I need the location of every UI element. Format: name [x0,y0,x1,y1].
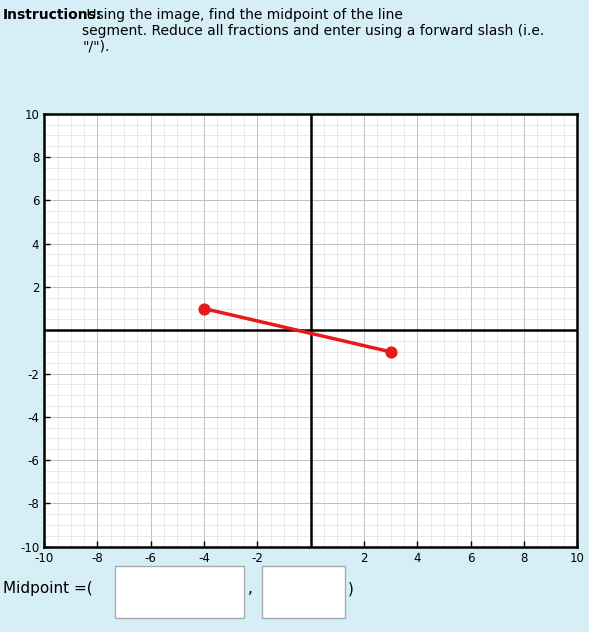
Text: ,: , [247,581,252,596]
FancyBboxPatch shape [115,566,244,618]
Text: Using the image, find the midpoint of the line
segment. Reduce all fractions and: Using the image, find the midpoint of th… [82,8,545,54]
Text: Instructions:: Instructions: [3,8,102,21]
Text: Midpoint =(: Midpoint =( [3,581,92,596]
Text: ): ) [348,581,353,596]
Point [386,347,395,357]
FancyBboxPatch shape [262,566,345,618]
Point [199,303,209,313]
